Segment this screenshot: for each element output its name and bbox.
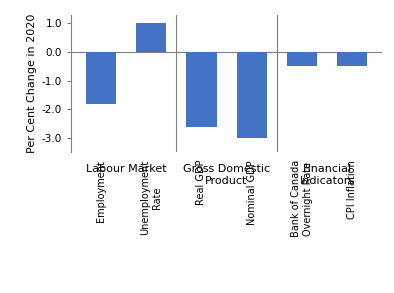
Text: Labour Market: Labour Market [86, 164, 166, 174]
Bar [136, 23, 166, 52]
Text: Financial
Indicators: Financial Indicators [299, 164, 355, 186]
Bar [287, 52, 317, 66]
Bar [86, 52, 116, 104]
Y-axis label: Per Cent Change in 2020: Per Cent Change in 2020 [28, 14, 37, 153]
Bar [186, 52, 217, 127]
Text: Gross Domestic
Product: Gross Domestic Product [183, 164, 270, 186]
Bar [236, 52, 267, 138]
Bar [337, 52, 367, 66]
